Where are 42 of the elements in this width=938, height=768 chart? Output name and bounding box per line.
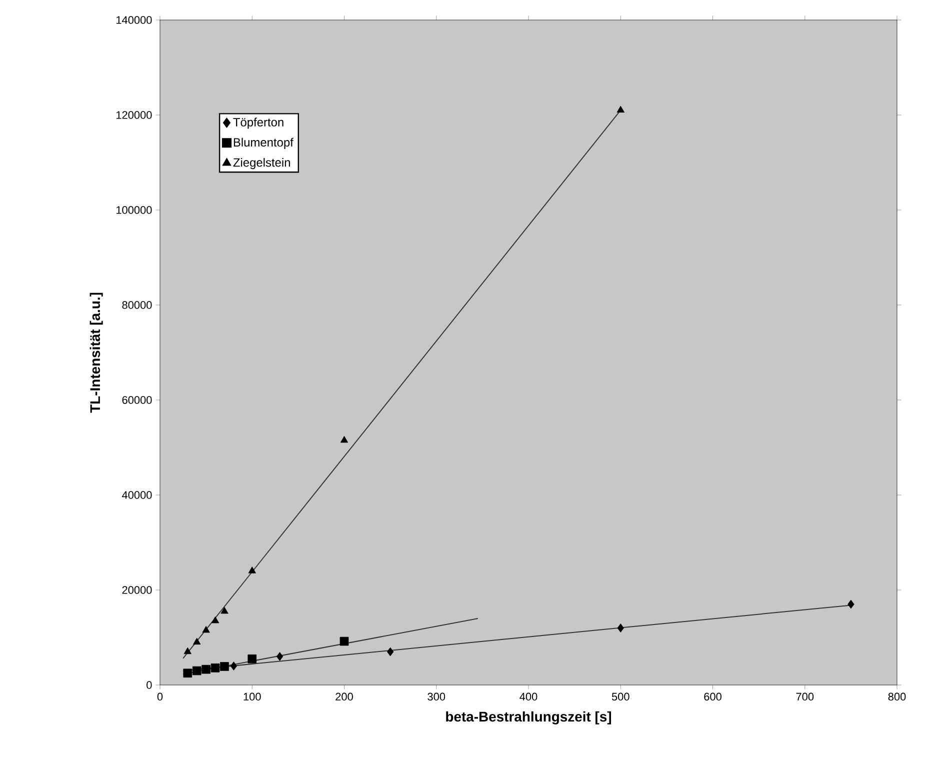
point bbox=[248, 654, 257, 664]
x-tick-label: 400 bbox=[520, 692, 538, 701]
x-tick-label: 0 bbox=[157, 692, 163, 701]
y-axis-title: TL-Intensität [a.u.] bbox=[90, 292, 103, 413]
point bbox=[617, 624, 624, 632]
point bbox=[210, 664, 220, 672]
point bbox=[848, 600, 854, 609]
legend-label: Blumentopf bbox=[234, 138, 294, 149]
point bbox=[202, 664, 210, 674]
point bbox=[211, 616, 220, 624]
x-tick-label: 500 bbox=[612, 692, 630, 701]
point bbox=[276, 652, 284, 661]
y-tick-label: 100000 bbox=[116, 206, 152, 214]
point bbox=[184, 647, 192, 654]
x-tick-label: 800 bbox=[888, 692, 906, 701]
x-tick-label: 700 bbox=[796, 692, 814, 701]
point bbox=[230, 662, 238, 670]
y-tick-label: 0 bbox=[146, 681, 152, 689]
y-tick-label: 20000 bbox=[122, 586, 152, 594]
point bbox=[183, 668, 192, 678]
x-tick-label: 300 bbox=[428, 692, 446, 701]
x-axis-title: beta-Bestrahlungszeit [s] bbox=[446, 711, 612, 724]
y-tick-label: 40000 bbox=[122, 491, 152, 499]
x-tick-label: 200 bbox=[336, 692, 353, 701]
point bbox=[340, 636, 349, 646]
point bbox=[386, 647, 394, 656]
point bbox=[220, 606, 228, 614]
point bbox=[340, 436, 348, 443]
point bbox=[192, 666, 202, 676]
y-tick-label: 80000 bbox=[122, 301, 152, 309]
legend-label: Töpferton bbox=[233, 118, 284, 129]
point bbox=[248, 566, 256, 574]
point bbox=[220, 662, 229, 671]
x-tick-label: 100 bbox=[244, 692, 261, 701]
y-tick-label: 120000 bbox=[116, 111, 152, 119]
point bbox=[616, 106, 624, 113]
legend-label: Ziegelstein bbox=[233, 158, 290, 170]
y-tick-label: 140000 bbox=[116, 16, 152, 24]
point bbox=[193, 638, 201, 645]
point bbox=[202, 626, 210, 633]
y-tick-label: 60000 bbox=[122, 396, 152, 404]
x-tick-label: 600 bbox=[704, 692, 722, 701]
